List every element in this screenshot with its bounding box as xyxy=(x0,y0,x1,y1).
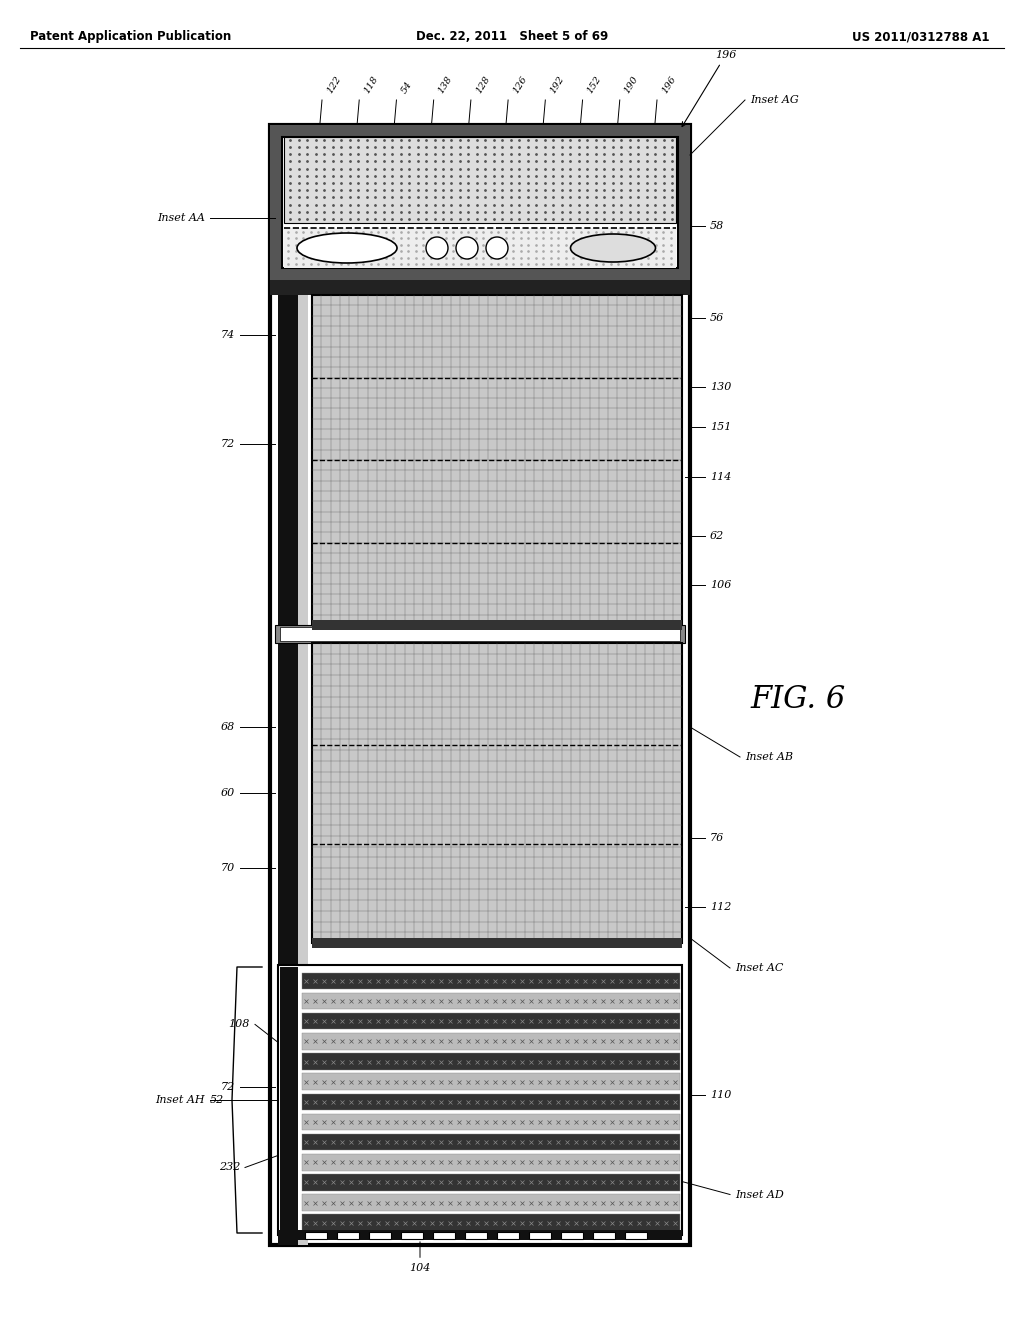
Text: 196: 196 xyxy=(660,74,678,95)
Bar xyxy=(312,643,682,942)
Bar xyxy=(270,125,690,1245)
Bar xyxy=(302,1134,680,1151)
Bar xyxy=(284,228,676,268)
Text: 62: 62 xyxy=(710,531,724,541)
Text: 190: 190 xyxy=(623,74,640,95)
Text: 192: 192 xyxy=(548,74,566,95)
Bar xyxy=(280,968,298,1233)
Bar xyxy=(369,1232,391,1239)
Bar xyxy=(302,993,680,1010)
Text: 52: 52 xyxy=(210,1096,224,1105)
Bar xyxy=(529,1232,551,1239)
Text: 60: 60 xyxy=(221,788,234,799)
Bar xyxy=(305,1232,327,1239)
Text: 106: 106 xyxy=(710,581,731,590)
Bar xyxy=(280,627,680,642)
Text: Inset AB: Inset AB xyxy=(745,752,793,762)
Bar xyxy=(282,137,678,268)
Text: 151: 151 xyxy=(710,422,731,432)
Bar xyxy=(302,1114,680,1130)
Text: 70: 70 xyxy=(221,863,234,873)
Bar xyxy=(561,1232,583,1239)
Text: 76: 76 xyxy=(710,833,724,843)
Text: 152: 152 xyxy=(586,74,603,95)
Bar xyxy=(312,939,682,948)
Bar xyxy=(302,1195,680,1210)
Bar xyxy=(298,294,308,1245)
Text: 72: 72 xyxy=(221,438,234,449)
Text: 196: 196 xyxy=(682,50,736,127)
Text: 138: 138 xyxy=(436,74,455,95)
Ellipse shape xyxy=(297,234,397,263)
Bar xyxy=(302,1073,680,1090)
Text: 72: 72 xyxy=(221,1081,234,1092)
Text: 110: 110 xyxy=(710,1089,731,1100)
Bar xyxy=(284,137,676,223)
Text: 126: 126 xyxy=(511,74,528,95)
Text: Inset AC: Inset AC xyxy=(735,964,783,973)
Bar xyxy=(497,1232,519,1239)
Text: 128: 128 xyxy=(474,74,492,95)
Text: 108: 108 xyxy=(228,1019,250,1030)
Text: 54: 54 xyxy=(399,79,414,95)
Bar xyxy=(312,294,682,624)
Bar xyxy=(302,1175,680,1191)
Text: Inset AA: Inset AA xyxy=(157,213,205,223)
Bar xyxy=(302,1012,680,1030)
Bar xyxy=(275,624,685,643)
Text: Patent Application Publication: Patent Application Publication xyxy=(30,30,231,44)
Ellipse shape xyxy=(456,238,478,259)
Bar xyxy=(278,294,298,1245)
Bar xyxy=(270,280,690,294)
Text: 112: 112 xyxy=(710,902,731,912)
Text: 58: 58 xyxy=(710,220,724,231)
Bar xyxy=(302,1034,680,1049)
Bar xyxy=(270,125,690,280)
Text: 74: 74 xyxy=(221,330,234,339)
Text: 118: 118 xyxy=(362,74,380,95)
Bar xyxy=(302,973,680,989)
Text: 232: 232 xyxy=(219,1163,240,1172)
Text: 130: 130 xyxy=(710,383,731,392)
Bar xyxy=(312,620,682,630)
Text: 104: 104 xyxy=(410,1242,431,1272)
Bar xyxy=(465,1232,487,1239)
Bar xyxy=(302,1053,680,1069)
Text: Dec. 22, 2011   Sheet 5 of 69: Dec. 22, 2011 Sheet 5 of 69 xyxy=(416,30,608,44)
Bar xyxy=(278,965,682,1236)
Bar xyxy=(302,1093,680,1110)
Ellipse shape xyxy=(570,234,655,261)
Bar xyxy=(337,1232,359,1239)
Bar xyxy=(302,1154,680,1171)
Bar xyxy=(302,1214,680,1232)
Text: Inset AD: Inset AD xyxy=(735,1189,783,1200)
Text: Inset AH: Inset AH xyxy=(156,1096,205,1105)
Text: FIG. 6: FIG. 6 xyxy=(750,685,845,715)
Text: US 2011/0312788 A1: US 2011/0312788 A1 xyxy=(853,30,990,44)
Bar xyxy=(593,1232,615,1239)
Bar xyxy=(278,1230,682,1239)
Bar xyxy=(625,1232,647,1239)
Text: Inset AG: Inset AG xyxy=(750,95,799,106)
Text: 122: 122 xyxy=(325,74,343,95)
Text: 68: 68 xyxy=(221,722,234,733)
Text: 114: 114 xyxy=(710,471,731,482)
Ellipse shape xyxy=(486,238,508,259)
Text: 56: 56 xyxy=(710,313,724,323)
Ellipse shape xyxy=(426,238,449,259)
Bar xyxy=(433,1232,455,1239)
Bar xyxy=(401,1232,423,1239)
